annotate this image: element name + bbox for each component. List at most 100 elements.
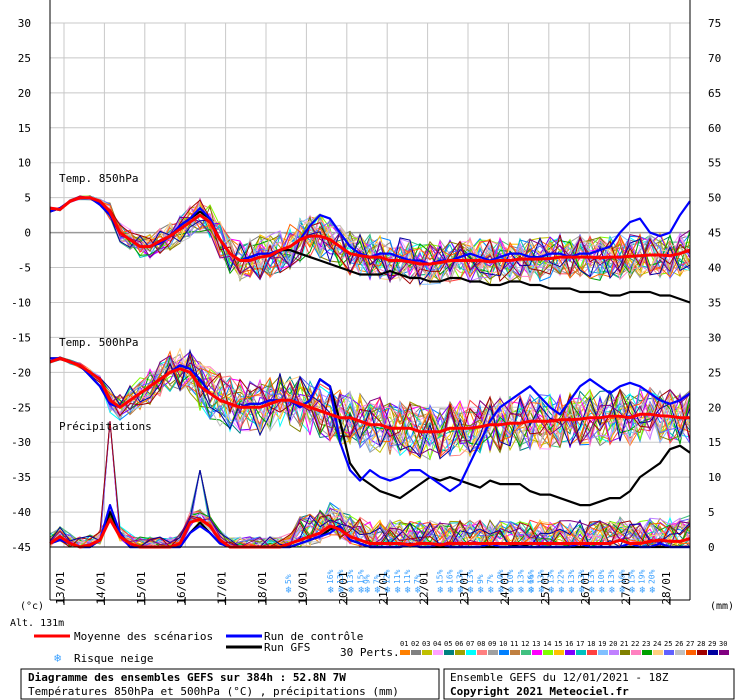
pert-t500-line xyxy=(49,354,691,457)
snow-icon: ❄ xyxy=(328,585,335,596)
left-unit-label: (°c) xyxy=(20,601,44,612)
footer-right-box xyxy=(443,668,735,700)
pert-legend-number: 11 xyxy=(510,640,518,648)
snow-icon: ❄ xyxy=(589,585,596,596)
pert-legend-number: 19 xyxy=(598,640,606,648)
right-tick-label: 15 xyxy=(708,436,721,449)
snow-risk-row: 5%❄16%❄13%❄13%❄15%❄9%❄7%❄12%❄11%❄11%❄7%❄… xyxy=(284,569,657,596)
pert-legend-swatch xyxy=(488,650,498,655)
right-tick-label: 50 xyxy=(708,192,721,205)
snow-risk-value: 19% xyxy=(637,569,646,584)
pert-precip-line xyxy=(49,469,691,548)
pert-legend-swatch xyxy=(697,650,707,655)
snow-risk-value: 16% xyxy=(446,569,455,584)
footer-left-box xyxy=(20,668,440,700)
pert-legend-swatch xyxy=(642,650,652,655)
section-label-t850: Temp. 850hPa xyxy=(59,172,138,185)
snow-risk-value: 5% xyxy=(284,574,293,584)
perturbation-legend: 01 02 03 04 05 06 07 08 09 10 11 12 13 14 15 16 17 18 19 20… xyxy=(400,640,729,655)
snow-icon: ❄ xyxy=(619,585,626,596)
x-tick-label: 19/01 xyxy=(296,571,309,604)
pert-legend-number: 02 xyxy=(411,640,419,648)
snow-icon: ❄ xyxy=(549,585,556,596)
pert-legend-number: 07 xyxy=(466,640,474,648)
left-tick-label: 25 xyxy=(18,52,31,65)
snow-risk-value: 13% xyxy=(456,569,465,584)
section-label-precip: Précipitations xyxy=(59,420,152,433)
right-tick-label: 35 xyxy=(708,296,721,309)
right-tick-label: 45 xyxy=(708,227,721,240)
pert-legend-number: 06 xyxy=(455,640,463,648)
snow-icon: ❄ xyxy=(579,585,586,596)
snow-risk-value: 11% xyxy=(393,569,402,584)
x-tick-label: 27/01 xyxy=(620,571,633,604)
snow-risk-value: 7% xyxy=(486,574,495,584)
right-tick-label: 55 xyxy=(708,157,721,170)
pert-legend-number: 09 xyxy=(488,640,496,648)
left-tick-label: 10 xyxy=(18,157,31,170)
snow-icon: ❄ xyxy=(508,585,515,596)
snow-icon: ❄ xyxy=(437,585,444,596)
right-tick-label: 70 xyxy=(708,52,721,65)
left-tick-label: -15 xyxy=(11,331,31,344)
snow-risk-value: 13% xyxy=(577,569,586,584)
right-tick-label: 10 xyxy=(708,471,721,484)
x-tick-label: 13/01 xyxy=(54,571,67,604)
snow-risk-value: 7% xyxy=(373,574,382,584)
section-label-t500: Temp. 500hPa xyxy=(59,336,138,349)
pert-legend-swatch xyxy=(620,650,630,655)
pert-legend-number: 01 xyxy=(400,640,408,648)
pert-t500-line xyxy=(49,357,691,457)
snow-icon: ❄ xyxy=(385,585,392,596)
snow-risk-value: 13% xyxy=(547,569,556,584)
snow-risk-value: 9% xyxy=(476,574,485,584)
snow-risk-value: 16% xyxy=(617,569,626,584)
snow-icon: ❄ xyxy=(528,585,535,596)
snow-icon: ❄ xyxy=(528,585,535,596)
snow-risk-value: 13% xyxy=(516,569,525,584)
snow-icon: ❄ xyxy=(609,585,616,596)
snow-icon: ❄ xyxy=(448,585,455,596)
pert-legend-swatch xyxy=(422,650,432,655)
x-tick-label: 16/01 xyxy=(175,571,188,604)
left-tick-label: -5 xyxy=(18,262,31,275)
snow-risk-value: 13% xyxy=(346,569,355,584)
snow-icon: ❄ xyxy=(650,585,657,596)
x-tick-label: 21/01 xyxy=(377,571,390,604)
right-tick-label: 25 xyxy=(708,366,721,379)
pert-legend-swatch xyxy=(411,650,421,655)
pert-legend-swatch xyxy=(532,650,542,655)
right-tick-label: 20 xyxy=(708,401,721,414)
pert-legend-swatch xyxy=(433,650,443,655)
pert-legend-number: 14 xyxy=(543,640,551,648)
altitude-label: Alt. 131m xyxy=(10,618,64,629)
pert-legend-swatch xyxy=(686,650,696,655)
snow-risk-value: 10% xyxy=(496,569,505,584)
legend-snow-label: Risque neige xyxy=(74,652,153,665)
left-tick-label: 30 xyxy=(18,17,31,30)
left-tick-label: -30 xyxy=(11,436,31,449)
pert-legend-swatch xyxy=(719,650,729,655)
snow-icon: ❄ xyxy=(375,585,382,596)
pert-legend-swatch xyxy=(499,650,509,655)
snow-icon: ❄ xyxy=(286,585,293,596)
x-tick-label: 18/01 xyxy=(256,571,269,604)
snow-icon: ❄ xyxy=(639,585,646,596)
pert-legend-swatch xyxy=(576,650,586,655)
left-tick-label: 15 xyxy=(18,122,31,135)
snow-risk-value: 10% xyxy=(597,569,606,584)
pert-legend-swatch xyxy=(708,650,718,655)
pert-legend-swatch xyxy=(521,650,531,655)
pert-legend-swatch xyxy=(477,650,487,655)
snow-icon: ❄ xyxy=(559,585,566,596)
pert-legend-number: 22 xyxy=(631,640,639,648)
x-tick-label: 17/01 xyxy=(216,571,229,604)
x-tick-label: 26/01 xyxy=(579,571,592,604)
snow-risk-value: 22% xyxy=(557,569,566,584)
snow-icon: ❄ xyxy=(478,585,485,596)
pert-legend-swatch xyxy=(598,650,608,655)
pert-legend-number: 16 xyxy=(565,640,573,648)
footer-subtitle: Températures 850hPa et 500hPa (°C) , pré… xyxy=(28,685,399,698)
right-tick-label: 0 xyxy=(708,541,715,554)
pert-legend-number: 05 xyxy=(444,640,452,648)
